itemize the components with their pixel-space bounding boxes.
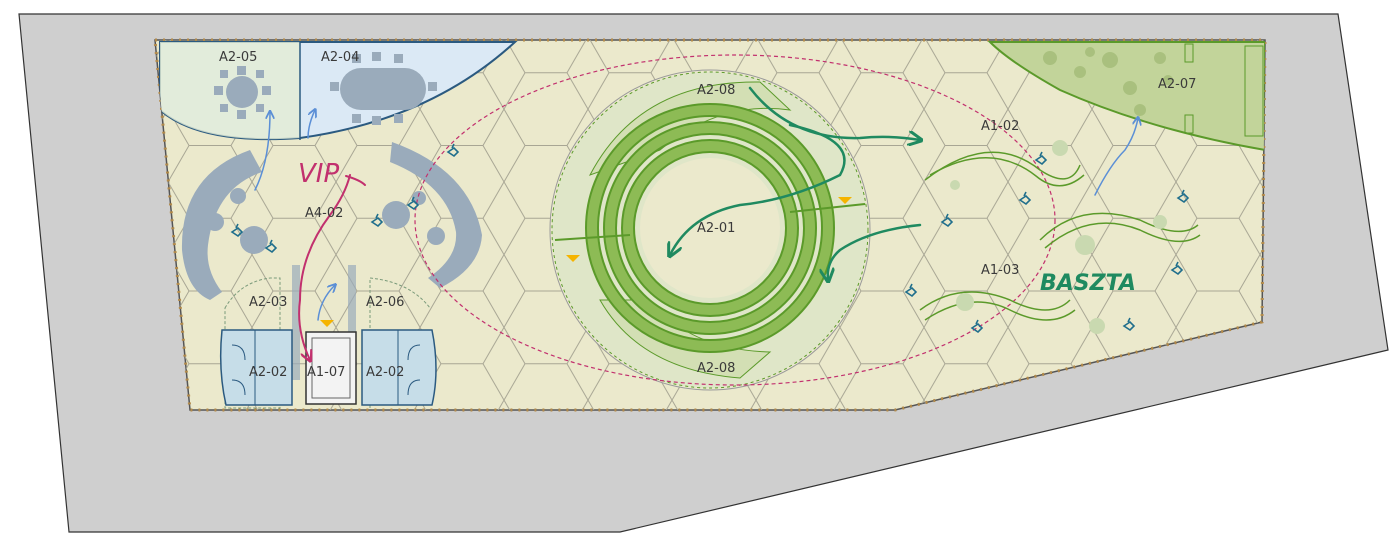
marker-icon	[566, 255, 580, 262]
room-label-a2-04: A2-04	[321, 50, 359, 65]
room-label-a1-03: A1-03	[981, 263, 1019, 278]
room-label-a2-02-left: A2-02	[249, 365, 287, 380]
amphitheatre	[320, 69, 871, 391]
person-icon	[230, 143, 1190, 334]
room-label-a2-07: A2-07	[1158, 77, 1196, 92]
room-label-a2-08-top: A2-08	[697, 83, 735, 98]
room-label-a1-02: A1-02	[981, 119, 1019, 134]
room-label-a2-01: A2-01	[697, 221, 735, 236]
room-label-a1-07: A1-07	[307, 365, 345, 380]
room-label-a4-02: A4-02	[305, 206, 343, 221]
circulation-loop	[414, 54, 1056, 386]
room-label-a2-06: A2-06	[366, 295, 404, 310]
washroom-block	[219, 277, 437, 409]
vip-annotation: VIP	[298, 159, 339, 189]
flow-arrows	[254, 86, 1138, 360]
landscape-waves	[919, 140, 1201, 334]
baszta-annotation: BASZTA	[1040, 271, 1136, 296]
lounge-seating	[181, 142, 482, 380]
room-label-a2-08-bottom: A2-08	[697, 361, 735, 376]
room-label-a2-03: A2-03	[249, 295, 287, 310]
room-label-a2-05: A2-05	[219, 50, 257, 65]
meeting-area	[159, 41, 518, 141]
garden-area	[987, 41, 1265, 152]
room-label-a2-02-right: A2-02	[366, 365, 404, 380]
